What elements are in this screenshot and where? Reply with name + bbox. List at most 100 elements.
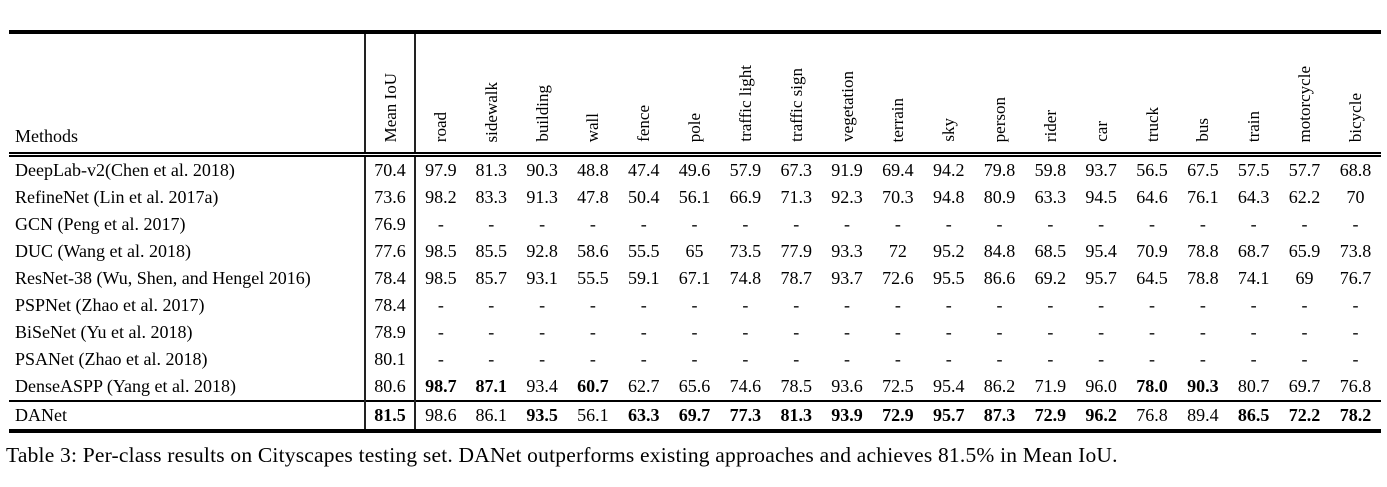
- value-cell-vegetation: 93.9: [821, 400, 873, 431]
- column-header-vegetation: vegetation: [821, 32, 873, 157]
- value-cell-rider: -: [1047, 349, 1054, 369]
- value-cell-wall: 60.7: [577, 376, 609, 396]
- value-cell-fence: 59.1: [627, 268, 660, 288]
- column-header-fence: fence: [618, 32, 670, 157]
- mean-iou-cell: 80.1: [365, 346, 416, 373]
- column-header-label: fence: [634, 105, 654, 142]
- value-cell-motorcycle: -: [1301, 295, 1308, 315]
- value-cell-traffic-light: 73.5: [729, 241, 762, 261]
- value-cell-train: 86.5: [1228, 400, 1280, 431]
- value-cell-bus: 76.1: [1187, 187, 1219, 207]
- column-header-truck: truck: [1126, 32, 1178, 157]
- value-cell-sky: -: [945, 214, 952, 234]
- value-cell-sidewalk: -: [488, 295, 495, 315]
- value-cell-sidewalk: -: [488, 214, 495, 234]
- table-row-duc-wang-et-al-2018: DUC (Wang et al. 2018) 77.6 98.5 85.5 92.8 58…: [9, 238, 1381, 265]
- value-cell-bicycle: -: [1352, 295, 1359, 315]
- value-cell-truck: 64.5: [1136, 268, 1168, 288]
- value-cell-bicycle: -: [1352, 349, 1359, 369]
- value-cell-traffic-light: 74.8: [729, 268, 762, 288]
- value-cell-car: -: [1098, 349, 1105, 369]
- value-cell-terrain: 72.5: [882, 376, 914, 396]
- value-cell-vegetation: 92.3: [831, 187, 863, 207]
- value-cell-traffic-sign: 81.3: [770, 400, 822, 431]
- value-cell-road: -: [437, 349, 444, 369]
- column-header-pole: pole: [669, 32, 720, 157]
- value-cell-train: -: [1250, 322, 1257, 342]
- column-header-label: wall: [583, 112, 603, 142]
- value-cell-truck: 56.5: [1136, 160, 1168, 180]
- value-cell-person: -: [996, 295, 1003, 315]
- value-cell-car: 95.4: [1085, 241, 1117, 261]
- value-cell-traffic-sign: -: [793, 214, 800, 234]
- column-header-label: rider: [1040, 109, 1060, 142]
- value-cell-bus: -: [1199, 322, 1206, 342]
- value-cell-road: 98.5: [425, 241, 457, 261]
- value-cell-sky: -: [945, 349, 952, 369]
- column-header-motorcycle: motorcycle: [1279, 32, 1330, 157]
- value-cell-person: -: [996, 214, 1003, 234]
- value-cell-fence: -: [640, 295, 647, 315]
- results-table-container: Methods Mean IoU road sidewalk building wall…: [9, 30, 1381, 433]
- value-cell-traffic-sign: 78.5: [780, 376, 812, 396]
- value-cell-sidewalk: -: [488, 349, 495, 369]
- mean-iou-cell: 76.9: [365, 211, 416, 238]
- value-cell-bus: 78.8: [1187, 268, 1219, 288]
- value-cell-train: -: [1250, 214, 1257, 234]
- value-cell-traffic-light: 66.9: [729, 187, 762, 207]
- value-cell-bicycle: -: [1352, 214, 1359, 234]
- column-header-traffic-sign: traffic sign: [770, 32, 822, 157]
- value-cell-fence: -: [640, 322, 647, 342]
- value-cell-sidewalk: 86.1: [465, 400, 517, 431]
- value-cell-terrain: -: [894, 322, 901, 342]
- value-cell-train: 57.5: [1237, 160, 1270, 180]
- column-header-label: sidewalk: [481, 81, 501, 142]
- value-cell-sidewalk: 85.7: [475, 268, 507, 288]
- value-cell-bicycle: -: [1352, 322, 1359, 342]
- value-cell-rider: 68.5: [1034, 241, 1067, 261]
- table-row-gcn-peng-et-al-2017: GCN (Peng et al. 2017) 76.9 - - - - - - - - - - - - - -…: [9, 211, 1381, 238]
- column-header-label: person: [990, 96, 1010, 142]
- method-cell: DeepLab-v2(Chen et al. 2018): [9, 154, 366, 184]
- value-cell-person: -: [996, 322, 1003, 342]
- value-cell-train: -: [1250, 349, 1257, 369]
- value-cell-traffic-sign: -: [793, 322, 800, 342]
- column-header-label: traffic sign: [786, 68, 806, 142]
- value-cell-bus: -: [1199, 295, 1206, 315]
- value-cell-road: -: [437, 214, 444, 234]
- value-cell-pole: 56.1: [678, 187, 711, 207]
- value-cell-wall: 48.8: [577, 160, 609, 180]
- value-cell-traffic-sign: -: [793, 295, 800, 315]
- value-cell-truck: -: [1149, 295, 1155, 315]
- table-header: Methods Mean IoU road sidewalk building wall…: [9, 32, 1381, 157]
- value-cell-fence: 63.3: [618, 400, 670, 431]
- table-row-psanet-zhao-et-al-2018: PSANet (Zhao et al. 2018) 80.1 - - - - - - - - - - -…: [9, 346, 1381, 373]
- value-cell-vegetation: 93.6: [831, 376, 863, 396]
- method-cell: DUC (Wang et al. 2018): [9, 238, 366, 265]
- value-cell-wall: 55.5: [577, 268, 609, 288]
- value-cell-terrain: 72.9: [872, 400, 924, 431]
- value-cell-wall: -: [589, 295, 596, 315]
- value-cell-truck: 64.6: [1136, 187, 1168, 207]
- value-cell-pole: 67.1: [678, 268, 711, 288]
- value-cell-vegetation: -: [844, 349, 851, 369]
- column-header-label: train: [1244, 110, 1264, 142]
- value-cell-truck: -: [1149, 349, 1155, 369]
- value-cell-car: 94.5: [1085, 187, 1117, 207]
- value-cell-building: 92.8: [526, 241, 558, 261]
- value-cell-fence: 62.7: [627, 376, 660, 396]
- value-cell-car: 93.7: [1085, 160, 1117, 180]
- value-cell-terrain: 70.3: [882, 187, 914, 207]
- value-cell-wall: 56.1: [567, 400, 619, 431]
- column-header-road: road: [415, 32, 466, 157]
- value-cell-terrain: -: [894, 349, 901, 369]
- column-header-terrain: terrain: [872, 32, 924, 157]
- mean-iou-cell: 78.9: [365, 319, 416, 346]
- mean-iou-cell: 77.6: [365, 238, 416, 265]
- value-cell-pole: -: [691, 214, 698, 234]
- value-cell-sky: -: [945, 295, 952, 315]
- value-cell-motorcycle: -: [1301, 349, 1308, 369]
- value-cell-rider: -: [1047, 322, 1054, 342]
- value-cell-pole: 65: [685, 241, 704, 261]
- value-cell-person: 79.8: [983, 160, 1016, 180]
